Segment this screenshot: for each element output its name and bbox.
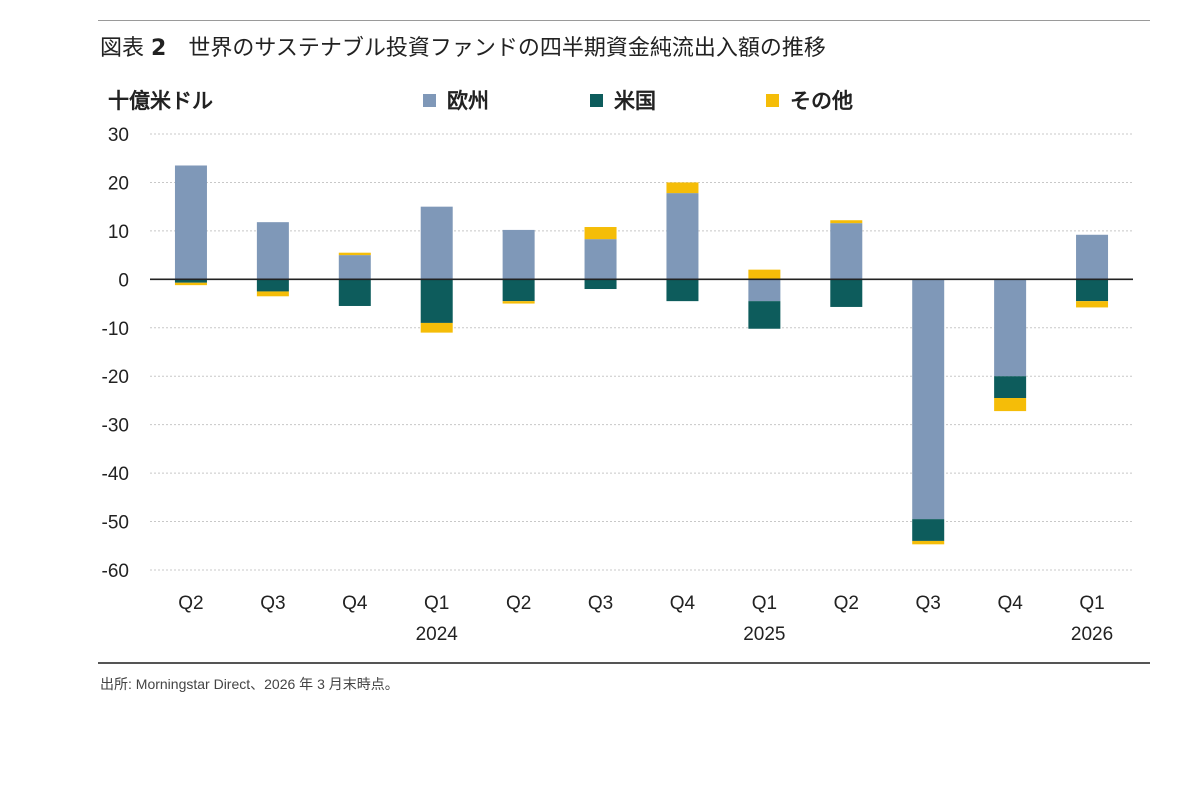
legend-swatch	[766, 94, 779, 107]
bar-segment	[502, 229, 535, 280]
x-tick-label: Q3	[588, 593, 613, 614]
bar-segment	[748, 301, 781, 329]
legend: 欧州 米国 その他	[423, 89, 853, 113]
x-tick-label: Q2	[834, 593, 859, 614]
x-tick-label: Q1	[752, 593, 777, 614]
x-tick-label: Q4	[997, 593, 1023, 614]
legend-swatch	[590, 94, 603, 107]
y-tick-label: -30	[102, 416, 129, 437]
y-tick-label: -50	[102, 513, 129, 534]
bar-segment	[420, 322, 453, 333]
bar-segment	[748, 269, 781, 280]
x-tick-label: Q1	[424, 593, 449, 614]
bar-segment	[502, 279, 535, 302]
bar-segment	[338, 252, 371, 256]
grid-lines	[150, 133, 1133, 571]
bar-segment	[994, 279, 1027, 377]
bar-segment	[666, 182, 699, 194]
bar-segment	[830, 223, 863, 280]
bar-segment	[912, 540, 945, 545]
x-axis-ticks: Q2 Q3 Q4 Q1 2024 Q2 Q3 Q4 Q1 2025 Q2 Q3 Q4 Q1 2026	[178, 593, 1113, 645]
x-tick-label: Q4	[342, 593, 368, 614]
bar-segment	[338, 255, 371, 280]
bar-segment	[912, 279, 945, 520]
x-tick-label: Q2	[178, 593, 203, 614]
bar-segment	[748, 279, 781, 302]
bar-segment	[584, 227, 617, 240]
y-tick-label: 0	[118, 270, 129, 291]
bar-segment	[584, 279, 617, 290]
bar-segment	[830, 279, 863, 307]
bar-segment	[666, 193, 699, 280]
bar-segment	[502, 301, 535, 304]
bar-segment	[994, 376, 1027, 399]
figure-label: 図表 2	[100, 36, 167, 61]
y-axis-unit-label: 十億米ドル	[108, 89, 213, 113]
bottom-rule	[98, 662, 1150, 664]
legend-label: 米国	[614, 89, 656, 113]
y-tick-label: 10	[108, 222, 129, 243]
bar-segment	[994, 398, 1027, 412]
y-tick-label: 30	[108, 125, 129, 146]
y-axis-ticks: 30 20 10 0 -10 -20 -30 -40 -50 -60	[102, 125, 129, 582]
legend-label: 欧州	[447, 89, 489, 113]
bar-segment	[1076, 279, 1109, 302]
bar-segment	[338, 279, 371, 306]
x-year-label: 2024	[416, 624, 459, 645]
bar-segment	[420, 279, 453, 323]
y-tick-label: 20	[108, 173, 129, 194]
bar-segment	[912, 519, 945, 541]
x-tick-label: Q3	[260, 593, 285, 614]
top-rule	[98, 20, 1150, 21]
bars	[174, 165, 1109, 545]
y-tick-label: -20	[102, 367, 129, 388]
x-year-label: 2026	[1071, 624, 1113, 645]
bar-segment	[584, 239, 617, 280]
bar-segment	[666, 279, 699, 302]
x-year-label: 2025	[743, 624, 785, 645]
x-tick-label: Q2	[506, 593, 531, 614]
bar-segment	[1076, 234, 1109, 280]
x-tick-label: Q1	[1079, 593, 1104, 614]
figure-number: 2	[151, 36, 167, 61]
legend-swatch	[423, 94, 436, 107]
bar-segment	[174, 279, 207, 283]
y-tick-label: -40	[102, 464, 129, 485]
legend-label: その他	[790, 89, 853, 113]
figure-title: 図表 2 世界のサステナブル投資ファンドの四半期資金純流出入額の推移	[100, 30, 826, 62]
source-note: 出所: Morningstar Direct、2026 年 3 月末時点。	[100, 676, 399, 692]
figure-title-text: 世界のサステナブル投資ファンドの四半期資金純流出入額の推移	[188, 36, 826, 61]
bar-segment	[420, 206, 453, 280]
bar-segment	[256, 291, 289, 297]
bar-segment	[256, 222, 289, 280]
y-tick-label: -10	[102, 319, 129, 340]
bar-segment	[1076, 301, 1109, 308]
x-tick-label: Q4	[670, 593, 696, 614]
y-tick-label: -60	[102, 561, 129, 582]
bar-segment	[256, 279, 289, 292]
x-tick-label: Q3	[916, 593, 941, 614]
bar-segment	[830, 220, 863, 224]
bar-segment	[174, 165, 207, 280]
bar-segment	[174, 282, 207, 286]
